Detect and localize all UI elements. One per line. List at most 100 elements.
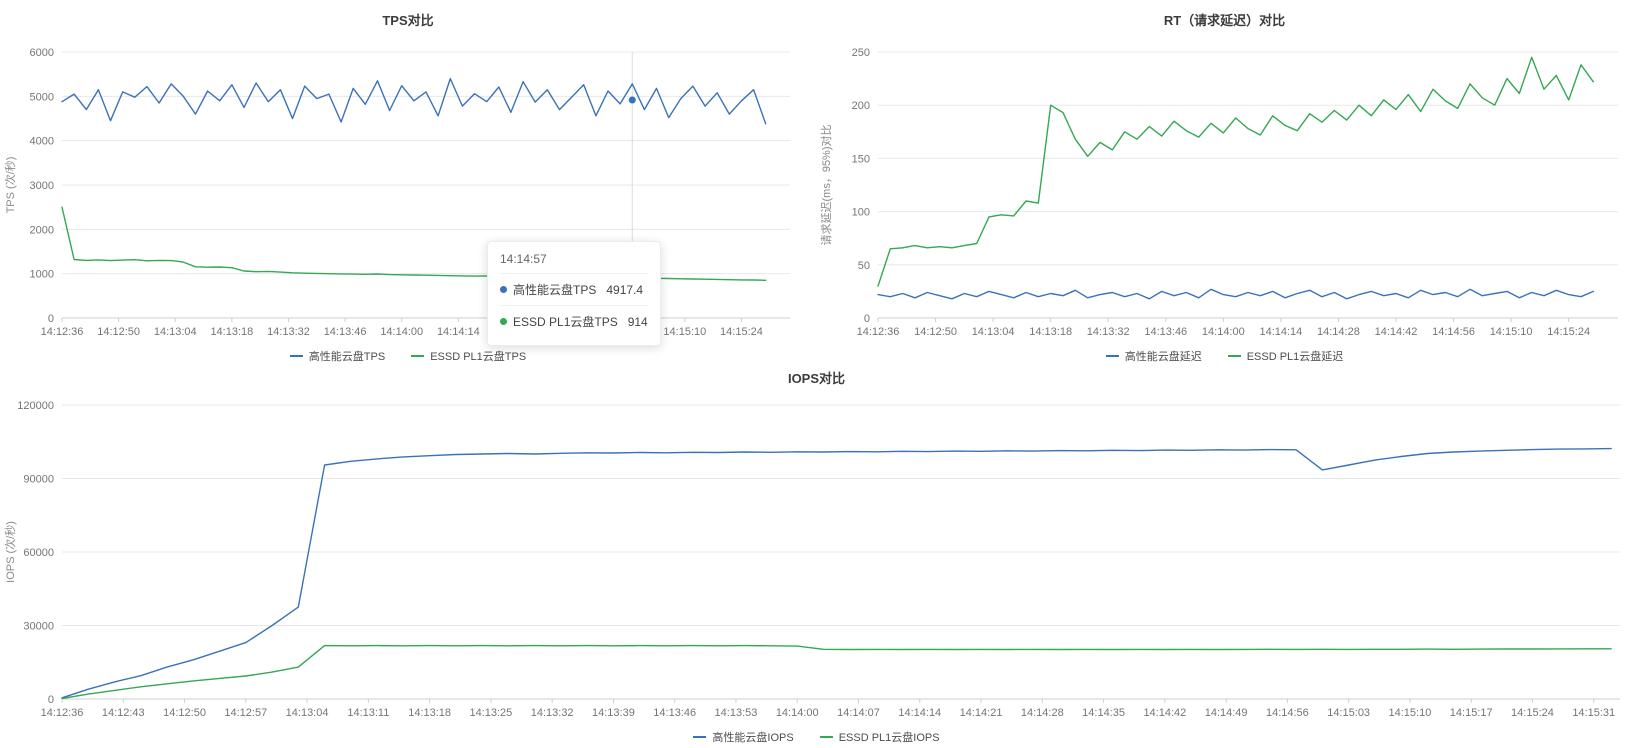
legend-dash-icon	[693, 736, 707, 738]
x-tick-label: 14:13:11	[347, 707, 389, 719]
y-tick-label: 1000	[30, 269, 54, 281]
tooltip-row: ESSD PL1云盘TPS 914	[500, 305, 648, 337]
series-line	[61, 447, 1612, 699]
legend-item[interactable]: 高性能云盘TPS	[289, 348, 386, 364]
x-tick-label: 14:14:07	[837, 707, 880, 719]
x-tick-label: 14:13:04	[972, 326, 1015, 338]
x-tick-label: 14:13:25	[469, 707, 512, 719]
x-tick-label: 14:14:56	[1432, 326, 1475, 338]
legend-label: 高性能云盘IOPS	[712, 732, 794, 744]
tooltip-series-label: 高性能云盘TPS	[513, 283, 597, 297]
legend-item[interactable]: ESSD PL1云盘TPS	[411, 348, 526, 364]
y-axis-title: TPS (次/秒)	[3, 157, 17, 214]
series-line	[61, 644, 1612, 700]
y-tick-label: 0	[48, 694, 54, 706]
series-dot-icon	[500, 318, 507, 325]
tooltip-row: 高性能云盘TPS 4917.4	[500, 273, 648, 305]
x-tick-label: 14:14:14	[898, 707, 941, 719]
x-tick-label: 14:13:18	[408, 707, 451, 719]
x-tick-label: 14:14:21	[960, 707, 1003, 719]
x-tick-label: 14:14:28	[1317, 326, 1360, 338]
y-tick-label: 60000	[23, 547, 54, 559]
tps-legend: 高性能云盘TPS ESSD PL1云盘TPS	[0, 348, 816, 364]
x-tick-label: 14:15:31	[1572, 707, 1615, 719]
rt-chart-title: RT（请求延迟）对比	[1163, 13, 1286, 28]
chart-plot-area[interactable]: 0 1000 2000 3000 4000 5000 6000 14:12:36 14:12:5…	[0, 0, 816, 363]
rt-legend: 高性能云盘延迟 ESSD PL1云盘延迟	[816, 348, 1633, 364]
x-tick-label: 14:15:17	[1450, 707, 1493, 719]
y-tick-label: 30000	[23, 621, 54, 633]
x-tick-label: 14:13:39	[592, 707, 635, 719]
y-tick-label: 150	[852, 153, 870, 165]
series-line	[877, 56, 1594, 287]
y-tick-label: 0	[48, 313, 54, 325]
x-tick-label: 14:13:53	[715, 707, 758, 719]
tooltip-series-label: ESSD PL1云盘TPS	[513, 315, 618, 329]
y-tick-label: 6000	[30, 47, 54, 59]
x-tick-label: 14:13:18	[210, 326, 253, 338]
x-tick-label: 14:12:57	[224, 707, 267, 719]
iops-chart-title: IOPS对比	[787, 371, 846, 386]
legend-item[interactable]: 高性能云盘IOPS	[693, 729, 794, 745]
x-tick-label: 14:12:36	[41, 707, 84, 719]
x-tick-label: 14:15:10	[1389, 707, 1432, 719]
tooltip-series-value: 914	[627, 314, 648, 329]
legend-dash-icon	[1105, 355, 1119, 357]
legend-label: ESSD PL1云盘TPS	[430, 351, 527, 363]
x-tick-label: 14:12:50	[914, 326, 957, 338]
y-tick-label: 2000	[30, 224, 54, 236]
x-tick-label: 14:14:00	[1202, 326, 1245, 338]
x-tick-label: 14:12:50	[163, 707, 206, 719]
tooltip-series-value: 4917.4	[606, 282, 644, 297]
legend-label: ESSD PL1云盘延迟	[1246, 351, 1344, 363]
x-tick-label: 14:14:49	[1205, 707, 1248, 719]
x-tick-label: 14:15:24	[1511, 707, 1554, 719]
x-tick-label: 14:13:32	[531, 707, 574, 719]
iops-legend: 高性能云盘IOPS ESSD PL1云盘IOPS	[0, 729, 1633, 745]
chart-plot-area[interactable]: 0 30000 60000 90000 120000 14:12:36 14:12:43 14…	[0, 363, 1633, 748]
legend-item[interactable]: 高性能云盘延迟	[1105, 348, 1202, 364]
x-tick-label: 14:13:46	[653, 707, 696, 719]
y-axis-title: 请求延迟(ms，95%)对比	[819, 124, 833, 245]
legend-label: 高性能云盘延迟	[1124, 351, 1202, 363]
y-tick-label: 200	[852, 100, 870, 112]
tps-chart-title: TPS对比	[382, 13, 434, 28]
legend-label: 高性能云盘TPS	[308, 351, 386, 363]
x-tick-label: 14:13:46	[1144, 326, 1187, 338]
x-tick-label: 14:14:00	[776, 707, 819, 719]
y-tick-label: 120000	[17, 400, 54, 412]
legend-dash-icon	[1227, 355, 1241, 357]
iops-chart: 0 30000 60000 90000 120000 14:12:36 14:12:43 14…	[0, 363, 1633, 748]
legend-label: ESSD PL1云盘IOPS	[838, 732, 940, 744]
x-tick-label: 14:13:04	[154, 326, 197, 338]
x-tick-label: 14:15:24	[720, 326, 763, 338]
legend-item[interactable]: ESSD PL1云盘IOPS	[819, 729, 940, 745]
rt-chart: 0 50 100 150 200 250 14:12:36 14:12:50 14:13:04 1…	[816, 0, 1633, 363]
x-tick-label: 14:12:36	[41, 326, 84, 338]
y-tick-label: 0	[864, 313, 870, 325]
y-tick-label: 250	[852, 47, 870, 59]
tooltip-time: 14:14:57	[500, 252, 547, 266]
x-tick-label: 14:12:43	[102, 707, 145, 719]
x-tick-label: 14:13:32	[1087, 326, 1130, 338]
x-tick-label: 14:14:35	[1082, 707, 1125, 719]
x-tick-label: 14:15:03	[1327, 707, 1370, 719]
y-axis-title: IOPS (次/秒)	[3, 521, 17, 583]
x-tick-label: 14:14:14	[1259, 326, 1302, 338]
x-tick-label: 14:15:24	[1547, 326, 1590, 338]
y-tick-label: 3000	[30, 180, 54, 192]
legend-item[interactable]: ESSD PL1云盘延迟	[1227, 348, 1344, 364]
y-tick-label: 50	[858, 260, 870, 272]
y-tick-label: 4000	[30, 136, 54, 148]
series-line	[61, 77, 767, 125]
x-tick-label: 14:14:56	[1266, 707, 1309, 719]
x-tick-label: 14:15:10	[1490, 326, 1533, 338]
x-tick-label: 14:14:42	[1375, 326, 1418, 338]
x-tick-label: 14:13:46	[324, 326, 367, 338]
legend-dash-icon	[411, 355, 425, 357]
y-tick-label: 100	[852, 207, 870, 219]
x-tick-label: 14:13:18	[1029, 326, 1072, 338]
x-tick-label: 14:12:36	[857, 326, 900, 338]
x-tick-label: 14:12:50	[97, 326, 140, 338]
chart-plot-area[interactable]: 0 50 100 150 200 250 14:12:36 14:12:50 14:13:04 1…	[816, 0, 1633, 363]
